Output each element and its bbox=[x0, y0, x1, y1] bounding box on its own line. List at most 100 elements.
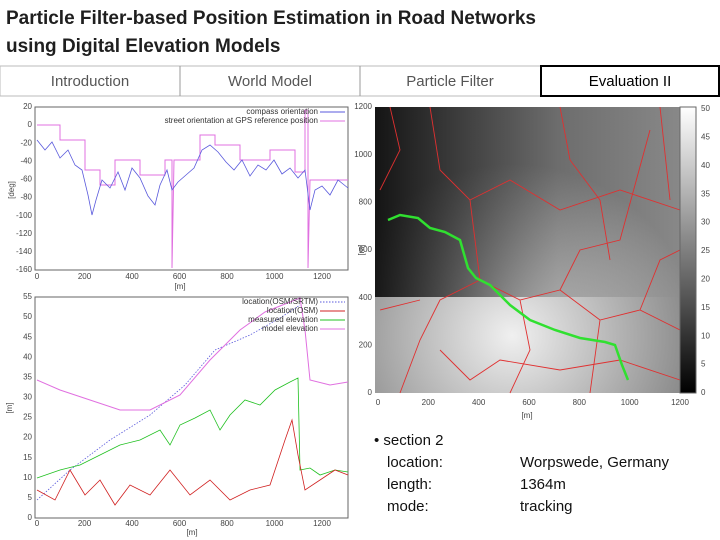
x-tick-label: 0 bbox=[35, 519, 40, 528]
y-tick-label: 50 bbox=[701, 104, 710, 113]
title-line: Particle Filter-based Position Estimatio… bbox=[6, 8, 536, 29]
title-line: using Digital Elevation Models bbox=[6, 36, 280, 57]
legend-label: measured elevation bbox=[248, 315, 318, 324]
colorbar bbox=[679, 106, 697, 394]
axis-label: [m] bbox=[521, 411, 532, 420]
section-heading: • section 2 bbox=[374, 432, 443, 449]
x-tick-label: 200 bbox=[78, 519, 92, 528]
x-tick-label: 400 bbox=[125, 272, 139, 281]
y-tick-label: 40 bbox=[23, 352, 32, 361]
y-tick-label: 1000 bbox=[354, 150, 372, 159]
x-tick-label: 800 bbox=[573, 398, 587, 407]
nav-tab[interactable]: Particle Filter bbox=[406, 73, 494, 90]
y-tick-label: 0 bbox=[28, 120, 33, 129]
x-tick-label: 1200 bbox=[671, 398, 689, 407]
y-tick-label: 20 bbox=[23, 102, 32, 111]
legend-label: location(OSM/SRTM) bbox=[242, 297, 318, 306]
detail-label: length: bbox=[387, 476, 432, 493]
x-tick-label: 1000 bbox=[621, 398, 639, 407]
legend-label: street orientation at GPS reference posi… bbox=[165, 116, 318, 125]
y-tick-label: 20 bbox=[23, 433, 32, 442]
y-tick-label: 800 bbox=[359, 197, 373, 206]
y-tick-label: 45 bbox=[23, 332, 32, 341]
plot-frame bbox=[34, 296, 349, 519]
y-tick-label: 35 bbox=[23, 372, 32, 381]
measured-elevation-line bbox=[36, 377, 349, 479]
x-tick-label: 200 bbox=[78, 272, 92, 281]
y-tick-label: 20 bbox=[701, 275, 710, 284]
x-tick-label: 800 bbox=[220, 272, 234, 281]
y-tick-label: -100 bbox=[16, 211, 33, 220]
y-tick-label: -160 bbox=[16, 265, 33, 274]
x-tick-label: 0 bbox=[376, 398, 381, 407]
y-tick-label: 0 bbox=[368, 388, 373, 397]
y-tick-label: 0 bbox=[701, 388, 706, 397]
legend-label: compass orientation bbox=[246, 107, 318, 116]
x-tick-label: 1200 bbox=[313, 519, 331, 528]
x-tick-label: 600 bbox=[522, 398, 536, 407]
axis-label: [m] bbox=[5, 402, 14, 413]
x-tick-label: 600 bbox=[173, 519, 187, 528]
y-tick-label: 45 bbox=[701, 133, 710, 142]
y-tick-label: 600 bbox=[359, 245, 373, 254]
x-tick-label: 1000 bbox=[266, 519, 284, 528]
x-tick-label: 600 bbox=[173, 272, 187, 281]
x-tick-label: 800 bbox=[220, 519, 234, 528]
nav-tab-active[interactable] bbox=[540, 65, 720, 97]
axis-label: [m] bbox=[186, 528, 197, 537]
y-tick-label: 200 bbox=[359, 340, 373, 349]
detail-label: location: bbox=[387, 454, 443, 471]
detail-value: tracking bbox=[520, 498, 573, 515]
y-tick-label: 5 bbox=[28, 493, 33, 502]
legend-label: model elevation bbox=[262, 324, 318, 333]
y-tick-label: 15 bbox=[23, 453, 32, 462]
y-tick-label: -60 bbox=[20, 175, 32, 184]
detail-value: 1364m bbox=[520, 476, 566, 493]
y-tick-label: 5 bbox=[701, 360, 706, 369]
x-tick-label: 400 bbox=[125, 519, 139, 528]
y-tick-label: 30 bbox=[701, 218, 710, 227]
x-tick-label: 0 bbox=[35, 272, 40, 281]
y-tick-label: 30 bbox=[23, 393, 32, 402]
y-tick-label: -40 bbox=[20, 156, 32, 165]
y-tick-label: 25 bbox=[701, 246, 710, 255]
y-tick-label: 0 bbox=[28, 513, 33, 522]
y-tick-label: -120 bbox=[16, 229, 33, 238]
y-tick-label: 35 bbox=[701, 189, 710, 198]
osm-line bbox=[36, 418, 349, 506]
nav-tab[interactable]: World Model bbox=[228, 73, 312, 90]
axis-label: [m] bbox=[357, 244, 366, 255]
axis-label: [deg] bbox=[7, 181, 16, 199]
x-tick-label: 200 bbox=[422, 398, 436, 407]
y-tick-label: 50 bbox=[23, 312, 32, 321]
y-tick-label: 10 bbox=[701, 331, 710, 340]
detail-label: mode: bbox=[387, 498, 429, 515]
y-tick-label: -140 bbox=[16, 247, 33, 256]
y-tick-label: 10 bbox=[23, 473, 32, 482]
nav-tab[interactable]: Introduction bbox=[51, 73, 129, 90]
track bbox=[387, 213, 630, 381]
y-tick-label: 400 bbox=[359, 293, 373, 302]
plot-frame bbox=[34, 106, 349, 271]
detail-value: Worpswede, Germany bbox=[520, 454, 669, 471]
road-network bbox=[379, 106, 681, 394]
osm-srtm-line bbox=[36, 304, 301, 501]
x-tick-label: 1200 bbox=[313, 272, 331, 281]
y-tick-label: 55 bbox=[23, 292, 32, 301]
elevation-map-shade bbox=[375, 107, 680, 297]
axis-label: [m] bbox=[174, 282, 185, 291]
y-tick-label: 40 bbox=[701, 161, 710, 170]
y-tick-label: 15 bbox=[701, 303, 710, 312]
legend-label: location(OSM) bbox=[267, 306, 318, 315]
x-tick-label: 1000 bbox=[266, 272, 284, 281]
x-tick-label: 400 bbox=[472, 398, 486, 407]
y-tick-label: 25 bbox=[23, 413, 32, 422]
model-elevation-line bbox=[36, 297, 349, 411]
y-tick-label: 1200 bbox=[354, 102, 372, 111]
y-tick-label: -20 bbox=[20, 138, 32, 147]
compass-line bbox=[36, 139, 349, 216]
y-tick-label: -80 bbox=[20, 193, 32, 202]
nav-tab[interactable]: Evaluation II bbox=[589, 73, 672, 90]
